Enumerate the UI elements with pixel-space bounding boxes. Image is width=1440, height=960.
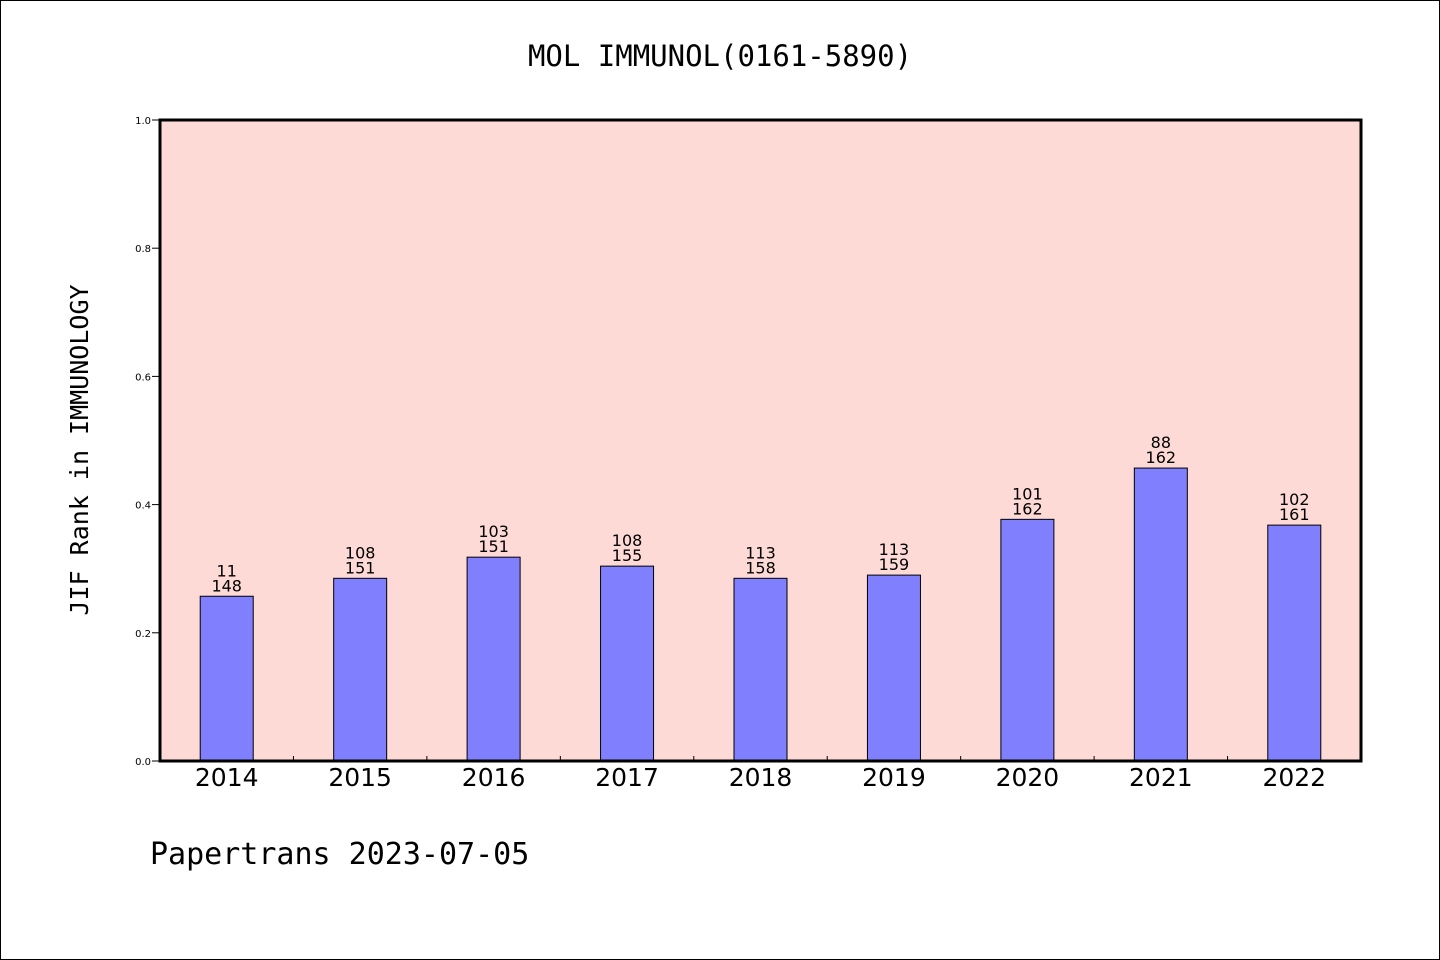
x-tick-label: 2016 — [462, 763, 526, 792]
x-axis: 2014 2015 2016 2017 2018 2019 2020 2021 2022 — [195, 756, 1326, 792]
bar-2014 — [199, 595, 254, 762]
bar-total-label: 148 — [211, 576, 242, 595]
x-tick-label: 2022 — [1262, 763, 1326, 792]
bar-rank-label: 101 — [1012, 484, 1043, 503]
y-tick-label: 1.0 — [135, 116, 151, 127]
bar-2021 — [1133, 467, 1188, 762]
y-axis-label: JIF Rank in IMMUNOLOGY — [65, 284, 94, 615]
bar-rank-label: 103 — [478, 522, 509, 541]
bar-rank-label: 11 — [217, 561, 237, 580]
bar-rank-label: 113 — [879, 540, 910, 559]
x-tick-label: 2019 — [862, 763, 926, 792]
x-tick-label: 2017 — [595, 763, 659, 792]
bar-2017 — [600, 565, 655, 762]
y-tick-label: 0.4 — [135, 501, 151, 512]
bar-total-label: 151 — [478, 537, 509, 556]
footer-text: Papertrans 2023-07-05 — [150, 837, 529, 872]
bar-total-label: 159 — [879, 555, 910, 574]
x-tick-label: 2018 — [729, 763, 793, 792]
bar-rank-label: 108 — [612, 531, 643, 550]
bar-total-label: 162 — [1146, 448, 1177, 467]
bar-2022 — [1267, 524, 1322, 762]
bar-2015 — [333, 577, 388, 762]
bar-total-label: 158 — [745, 558, 776, 577]
y-tick-label: 0.6 — [135, 372, 151, 383]
plot-border — [158, 118, 1363, 763]
bar-rank-label: 108 — [345, 543, 376, 562]
bar-total-label: 151 — [345, 558, 376, 577]
bar-rank-label: 113 — [745, 543, 776, 562]
bar-2019 — [866, 574, 921, 762]
bar-2016 — [466, 556, 521, 762]
bar-2018 — [733, 577, 788, 762]
bar-total-label: 162 — [1012, 499, 1043, 518]
bar-total-label: 155 — [612, 546, 643, 565]
y-axis: 0.0 0.2 0.4 0.6 0.8 1.0 — [135, 116, 160, 768]
y-tick-label: 0.2 — [135, 629, 151, 640]
x-tick-label: 2021 — [1129, 763, 1193, 792]
x-tick-label: 2020 — [996, 763, 1060, 792]
x-tick-label: 2015 — [328, 763, 392, 792]
bar-2020 — [1000, 518, 1055, 762]
chart-title: MOL IMMUNOL(0161-5890) — [528, 39, 912, 73]
x-tick-label: 2014 — [195, 763, 259, 792]
bar-rank-label: 102 — [1279, 490, 1310, 509]
bar-rank-label: 88 — [1151, 433, 1171, 452]
bar-total-label: 161 — [1279, 505, 1310, 524]
y-tick-label: 0.8 — [135, 244, 151, 255]
y-tick-label: 0.0 — [135, 757, 151, 768]
